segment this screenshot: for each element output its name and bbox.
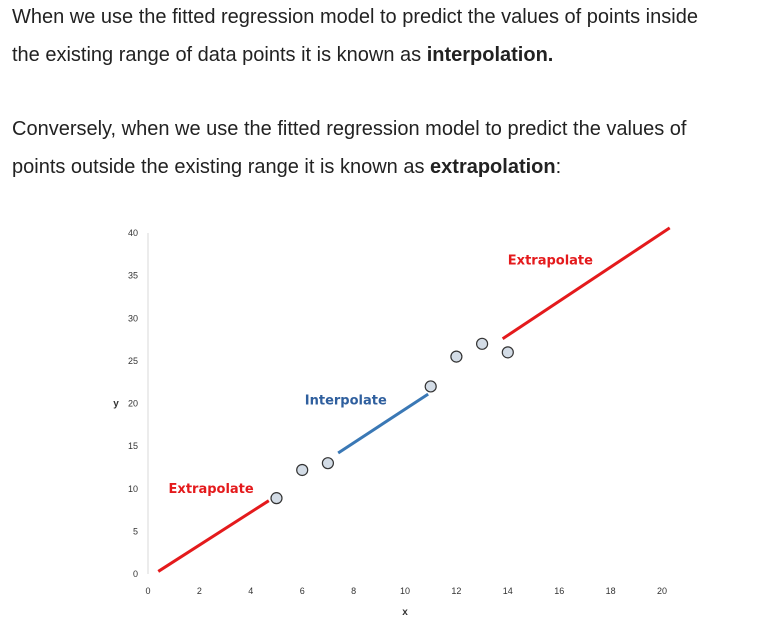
data-point: [501, 346, 514, 359]
extrapolation-paragraph: Conversely, when we use the fitted regre…: [12, 110, 772, 186]
y-tick-label: 35: [128, 271, 138, 281]
y-tick-label: 5: [133, 526, 138, 536]
interpolation-paragraph: When we use the fitted regression model …: [12, 0, 772, 74]
extrapolation-text-line2: points outside the existing range it is …: [12, 156, 431, 178]
y-tick-label: 30: [128, 313, 138, 323]
x-axis-title: x: [402, 607, 408, 618]
segment-annotation: Interpolate: [305, 393, 387, 408]
data-point: [424, 380, 437, 393]
y-tick-label: 15: [128, 441, 138, 451]
x-tick-label: 14: [503, 586, 513, 596]
x-tick-label: 18: [606, 586, 616, 596]
interpolation-text-line1: When we use the fitted regression model …: [12, 6, 698, 28]
x-tick-label: 4: [248, 586, 253, 596]
y-tick-label: 0: [133, 569, 138, 579]
data-point: [476, 337, 489, 350]
interpolation-term: interpolation.: [426, 44, 554, 66]
chart-axes: 0 2 4 6 8 10 12 14 16 18 20 0 5 10 15 20 25 30 35 40 x y: [113, 228, 667, 618]
extrapolation-colon: :: [555, 156, 562, 178]
x-tick-label: 8: [351, 586, 356, 596]
x-tick-label: 0: [145, 586, 150, 596]
y-tick-label: 10: [128, 484, 138, 494]
y-axis-title: y: [113, 399, 119, 410]
extrapolation-term: extrapolation: [430, 156, 556, 178]
segment-annotation: Extrapolate: [508, 254, 593, 269]
extrapolation-text-line1: Conversely, when we use the fitted regre…: [12, 118, 687, 140]
data-point: [296, 463, 309, 477]
regression-segment: [157, 499, 270, 573]
interpolation-text-line2: the existing range of data points it is …: [12, 44, 427, 66]
y-tick-label: 25: [128, 356, 138, 366]
chart-marks: Extrapolate Interpolate Extrapolate: [157, 226, 671, 573]
x-tick-label: 10: [400, 586, 410, 596]
x-tick-label: 16: [554, 586, 564, 596]
x-tick-label: 6: [300, 586, 305, 596]
y-tick-label: 40: [128, 228, 138, 238]
regression-segment: [337, 392, 429, 455]
data-point: [270, 492, 283, 505]
x-tick-label: 20: [657, 586, 667, 596]
regression-segment: [501, 226, 671, 340]
x-tick-label: 2: [197, 586, 202, 596]
x-tick-label: 12: [451, 586, 461, 596]
data-point: [450, 350, 463, 363]
y-tick-label: 20: [128, 399, 138, 409]
data-point: [321, 457, 334, 470]
segment-annotation: Extrapolate: [169, 482, 254, 497]
